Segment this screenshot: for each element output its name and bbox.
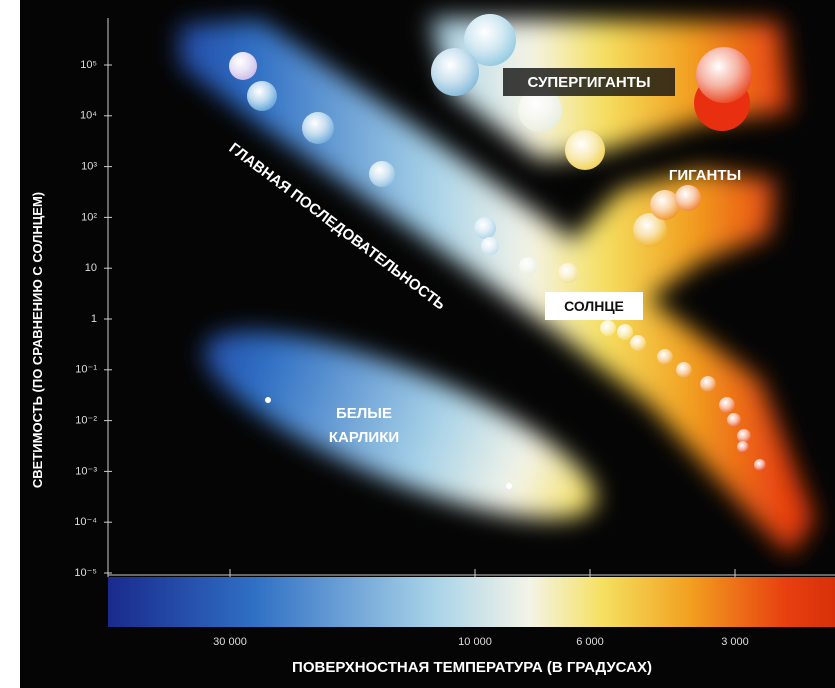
y-ticks: 10⁵ 10⁴ 10³ 10² 10 1 10⁻¹ 10⁻² 10⁻³ 10⁻⁴ 10⁻⁵ (74, 59, 112, 579)
y-tick-label: 10⁻⁴ (74, 516, 97, 528)
x-tick-label: 3 000 (721, 636, 749, 648)
x-tick-label: 30 000 (213, 636, 247, 648)
y-tick-label: 10 (85, 262, 97, 274)
y-tick-label: 10⁻² (75, 415, 97, 427)
x-tick-label: 6 000 (576, 636, 604, 648)
y-tick-label: 10⁻⁵ (74, 567, 97, 579)
sun-label: СОЛНЦЕ (564, 298, 624, 314)
white-dwarfs-band (204, 331, 596, 519)
y-tick-label: 10⁴ (80, 110, 97, 122)
y-tick-label: 10⁻¹ (75, 364, 97, 376)
x-ticks: 30 000 10 000 6 000 3 000 (213, 569, 749, 648)
y-tick-label: 10³ (81, 161, 97, 173)
label-bg (503, 68, 675, 96)
x-tick-label: 10 000 (458, 636, 492, 648)
y-tick-label: 10² (81, 211, 97, 223)
y-tick-label: 10⁵ (80, 59, 97, 71)
regions (180, 18, 815, 555)
giants-band (560, 170, 775, 305)
sun-label-bg (545, 292, 643, 320)
supergiants-label: СУПЕРГИГАНТЫ (527, 74, 650, 91)
y-tick-label: 10⁻³ (75, 465, 97, 477)
giants-label: ГИГАНТЫ (669, 167, 741, 184)
y-axis-title: СВЕТИМОСТЬ (ПО СРАВНЕНИЮ С СОЛНЦЕМ) (30, 192, 45, 488)
white-dwarfs-label: КАРЛИКИ (329, 429, 399, 446)
temperature-bar (108, 577, 835, 627)
main-sequence-band (180, 20, 815, 555)
y-tick-label: 1 (91, 313, 97, 325)
white-dwarfs-label: БЕЛЫЕ (336, 405, 392, 422)
stars (229, 14, 766, 489)
x-axis-title: ПОВЕРХНОСТНАЯ ТЕМПЕРАТУРА (В ГРАДУСАХ) (292, 659, 652, 676)
